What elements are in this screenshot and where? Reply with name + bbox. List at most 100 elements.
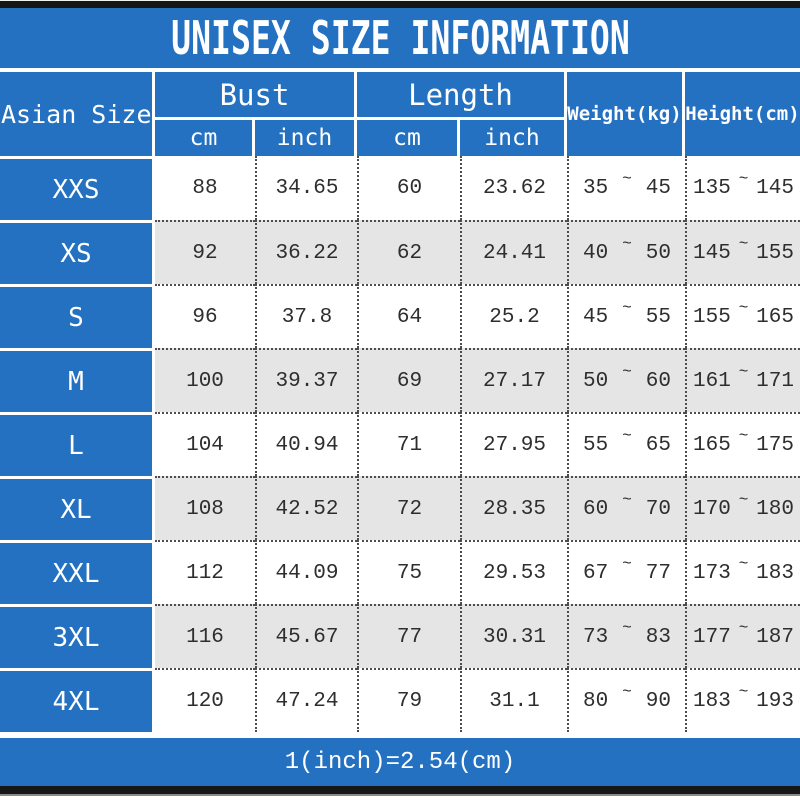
- tilde-glyph: ~: [622, 299, 632, 317]
- length-inch-cell: 28.35: [460, 476, 567, 540]
- tilde-glyph: ~: [738, 683, 749, 701]
- bust-cm-cell: 116: [155, 604, 255, 668]
- table-header: Asian Size Bust Length Weight(kg) Height…: [0, 72, 800, 156]
- length-inch-cell: 30.31: [460, 604, 567, 668]
- weight-range-cell: 40 ~ 50: [567, 220, 685, 284]
- bust-cm-cell: 104: [155, 412, 255, 476]
- weight-min: 50: [583, 369, 609, 393]
- header-weight-kg: Weight(kg): [567, 72, 682, 156]
- weight-max: 45: [645, 176, 671, 200]
- height-min: 155: [693, 305, 731, 329]
- height-min: 170: [693, 497, 731, 521]
- bottom-border-bar: [0, 786, 800, 796]
- length-inch-cell: 29.53: [460, 540, 567, 604]
- tilde-glyph: ~: [622, 555, 632, 573]
- size-label-cell: XXL: [0, 540, 155, 604]
- weight-range-cell: 80 ~ 90: [567, 668, 685, 732]
- weight-min: 45: [583, 305, 609, 329]
- bust-inch-cell: 40.94: [255, 412, 357, 476]
- height-max: 180: [756, 497, 794, 521]
- header-height-cm: Height(cm): [685, 72, 800, 156]
- tilde-glyph: ~: [622, 427, 632, 445]
- length-cm-cell: 64: [357, 284, 460, 348]
- top-border-bar: [0, 0, 800, 8]
- weight-max: 83: [645, 625, 671, 649]
- tilde-glyph: ~: [738, 491, 749, 509]
- height-max: 165: [756, 305, 794, 329]
- height-range-cell: 145 ~ 155: [685, 220, 800, 284]
- length-inch-cell: 25.2: [460, 284, 567, 348]
- weight-range-cell: 73 ~ 83: [567, 604, 685, 668]
- length-inch-cell: 27.95: [460, 412, 567, 476]
- size-label-cell: XL: [0, 476, 155, 540]
- bust-cm-cell: 100: [155, 348, 255, 412]
- weight-range-cell: 45 ~ 55: [567, 284, 685, 348]
- bust-cm-cell: 112: [155, 540, 255, 604]
- length-cm-cell: 69: [357, 348, 460, 412]
- subheader-length-cm: cm: [357, 120, 457, 156]
- weight-max: 70: [645, 497, 671, 521]
- height-range-cell: 135 ~ 145: [685, 156, 800, 220]
- weight-range-cell: 50 ~ 60: [567, 348, 685, 412]
- size-label-cell: XS: [0, 220, 155, 284]
- height-min: 177: [693, 625, 731, 649]
- length-cm-cell: 77: [357, 604, 460, 668]
- weight-min: 73: [583, 625, 609, 649]
- height-max: 183: [756, 561, 794, 585]
- bust-inch-cell: 44.09: [255, 540, 357, 604]
- title-bar: UNISEX SIZE INFORMATION: [0, 8, 800, 72]
- bust-cm-cell: 96: [155, 284, 255, 348]
- page-title: UNISEX SIZE INFORMATION: [170, 11, 630, 65]
- weight-max: 65: [645, 433, 671, 457]
- length-inch-cell: 27.17: [460, 348, 567, 412]
- height-range-cell: 183 ~ 193: [685, 668, 800, 732]
- header-asian-size: Asian Size: [0, 72, 152, 156]
- weight-max: 90: [645, 689, 671, 713]
- subheader-length-inch: inch: [460, 120, 564, 156]
- weight-min: 35: [583, 176, 609, 200]
- bust-inch-cell: 39.37: [255, 348, 357, 412]
- height-range-cell: 170 ~ 180: [685, 476, 800, 540]
- tilde-glyph: ~: [622, 170, 632, 188]
- height-range-cell: 155 ~ 165: [685, 284, 800, 348]
- weight-min: 40: [583, 241, 609, 265]
- height-max: 145: [756, 176, 794, 200]
- length-inch-cell: 31.1: [460, 668, 567, 732]
- size-label-cell: 3XL: [0, 604, 155, 668]
- weight-max: 77: [645, 561, 671, 585]
- weight-range-cell: 60 ~ 70: [567, 476, 685, 540]
- header-length: Length: [357, 72, 564, 117]
- height-max: 171: [756, 369, 794, 393]
- bust-inch-cell: 36.22: [255, 220, 357, 284]
- bust-cm-cell: 92: [155, 220, 255, 284]
- weight-range-cell: 67 ~ 77: [567, 540, 685, 604]
- height-range-cell: 177 ~ 187: [685, 604, 800, 668]
- size-label-cell: 4XL: [0, 668, 155, 732]
- table-body: XXS 88 34.65 60 23.62 35 ~ 45 135 ~ 145 …: [0, 156, 800, 732]
- height-max: 187: [756, 625, 794, 649]
- tilde-glyph: ~: [738, 427, 749, 445]
- length-cm-cell: 75: [357, 540, 460, 604]
- tilde-glyph: ~: [622, 683, 632, 701]
- length-cm-cell: 62: [357, 220, 460, 284]
- height-range-cell: 173 ~ 183: [685, 540, 800, 604]
- bust-cm-cell: 120: [155, 668, 255, 732]
- tilde-glyph: ~: [738, 170, 749, 188]
- subheader-bust-cm: cm: [155, 120, 252, 156]
- height-range-cell: 165 ~ 175: [685, 412, 800, 476]
- footer-bar: 1(inch)=2.54(cm): [0, 738, 800, 786]
- height-max: 155: [756, 241, 794, 265]
- weight-min: 60: [583, 497, 609, 521]
- weight-min: 67: [583, 561, 609, 585]
- size-label-cell: M: [0, 348, 155, 412]
- height-min: 161: [693, 369, 731, 393]
- size-label-cell: S: [0, 284, 155, 348]
- tilde-glyph: ~: [738, 363, 749, 381]
- bust-inch-cell: 37.8: [255, 284, 357, 348]
- bust-inch-cell: 47.24: [255, 668, 357, 732]
- bust-inch-cell: 34.65: [255, 156, 357, 220]
- tilde-glyph: ~: [738, 299, 749, 317]
- size-label-cell: L: [0, 412, 155, 476]
- tilde-glyph: ~: [622, 235, 632, 253]
- length-cm-cell: 72: [357, 476, 460, 540]
